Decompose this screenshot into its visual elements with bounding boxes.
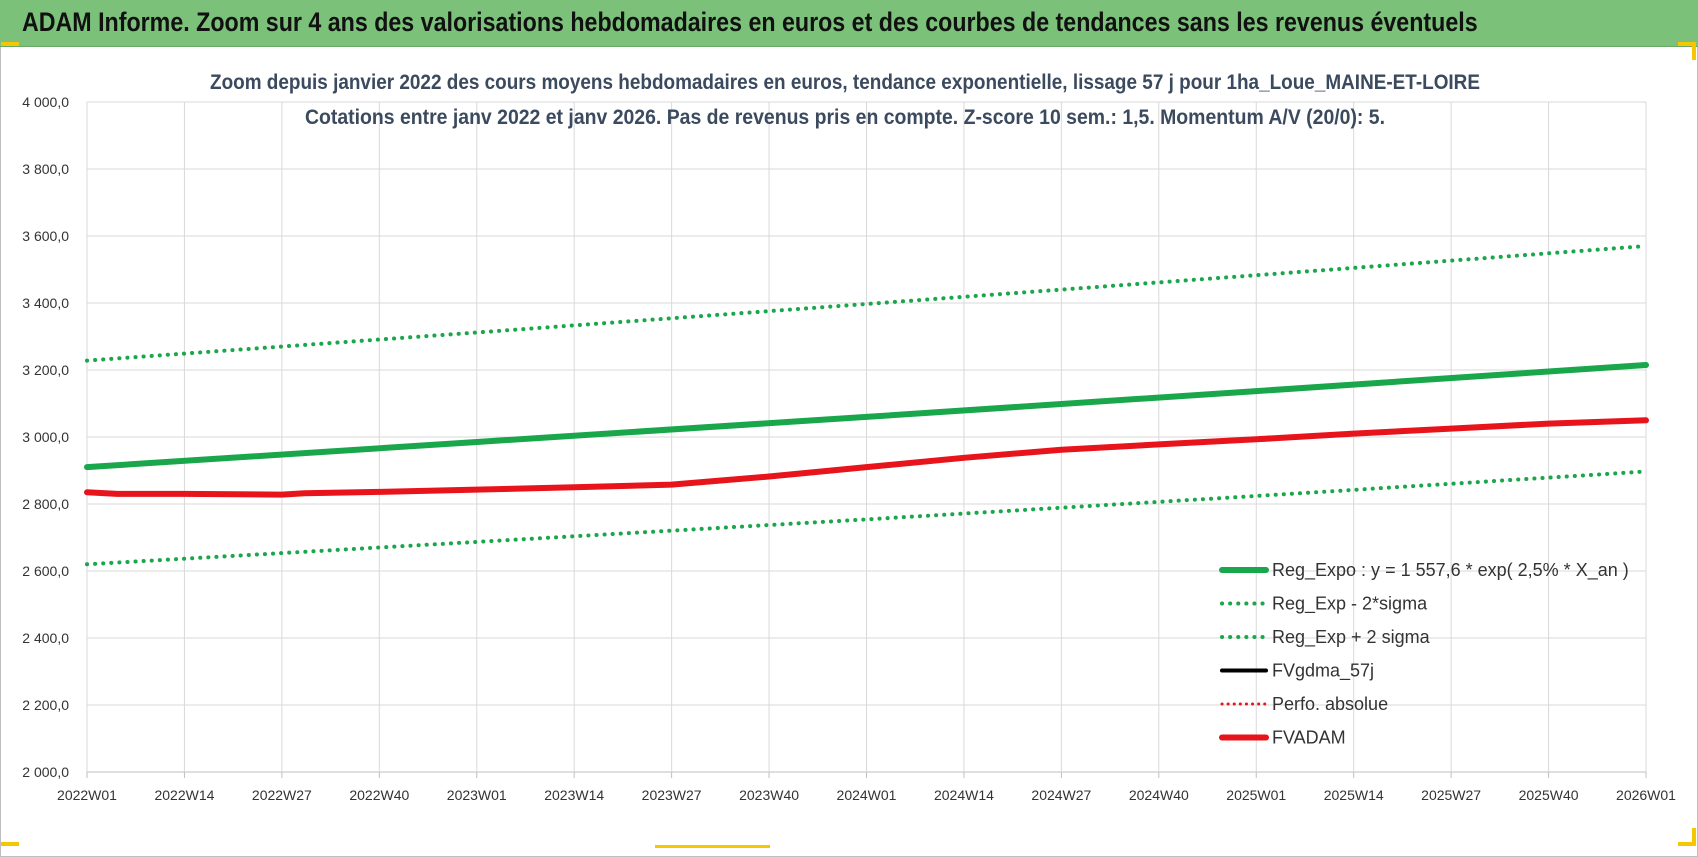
corner-marker <box>1678 842 1696 846</box>
header-banner: ADAM Informe. Zoom sur 4 ans des valoris… <box>0 0 1698 47</box>
legend-label: FVADAM <box>1272 728 1346 748</box>
x-tick-label: 2022W40 <box>349 787 409 803</box>
x-tick-label: 2024W01 <box>837 787 897 803</box>
x-tick-label: 2024W14 <box>934 787 994 803</box>
chart-title: Zoom depuis janvier 2022 des cours moyen… <box>210 71 1480 129</box>
chart-title-line-1: Zoom depuis janvier 2022 des cours moyen… <box>210 71 1480 94</box>
x-tick-label: 2024W27 <box>1031 787 1091 803</box>
series-line-0 <box>84 362 1649 471</box>
x-tick-label: 2022W01 <box>57 787 117 803</box>
corner-marker <box>655 845 770 848</box>
legend-label: Reg_Exp - 2*sigma <box>1272 594 1428 615</box>
series-line-1 <box>85 469 1648 567</box>
legend: Reg_Expo : y = 1 557,6 * exp( 2,5% * X_a… <box>1219 560 1629 748</box>
y-tick-label: 2 600,0 <box>22 563 69 579</box>
grid <box>86 101 1647 778</box>
y-tick-label: 2 200,0 <box>22 697 69 713</box>
series-line-5 <box>84 417 1649 498</box>
x-tick-label: 2022W27 <box>252 787 312 803</box>
y-tick-label: 2 800,0 <box>22 496 69 512</box>
corner-marker <box>1692 42 1696 60</box>
x-tick-label: 2025W14 <box>1324 787 1384 803</box>
corner-marker <box>1692 828 1696 846</box>
corner-marker <box>1678 42 1696 46</box>
x-tick-label: 2026W01 <box>1616 787 1676 803</box>
x-tick-label: 2023W40 <box>739 787 799 803</box>
legend-label: Reg_Expo : y = 1 557,6 * exp( 2,5% * X_a… <box>1272 560 1629 581</box>
y-tick-label: 3 800,0 <box>22 161 69 177</box>
x-tick-label: 2023W01 <box>447 787 507 803</box>
y-tick-label: 3 400,0 <box>22 295 69 311</box>
series-group <box>84 244 1649 567</box>
y-tick-label: 4 000,0 <box>22 94 69 110</box>
y-tick-label: 3 000,0 <box>22 429 69 445</box>
y-tick-label: 3 200,0 <box>22 362 69 378</box>
x-tick-label: 2025W40 <box>1519 787 1579 803</box>
corner-marker <box>1 842 19 846</box>
chart-title-line-2: Cotations entre janv 2022 et janv 2026. … <box>305 106 1385 129</box>
corner-marker <box>1 42 19 46</box>
x-tick-label: 2023W27 <box>642 787 702 803</box>
y-tick-label: 2 400,0 <box>22 630 69 646</box>
x-axis-ticks: 2022W01 2022W14 2022W27 2022W40 2023W01 2023W… <box>57 787 1676 803</box>
y-tick-label: 3 600,0 <box>22 228 69 244</box>
x-tick-label: 2022W14 <box>154 787 214 803</box>
y-tick-label: 2 000,0 <box>22 764 69 780</box>
banner-title: ADAM Informe. Zoom sur 4 ans des valoris… <box>22 7 1478 37</box>
x-tick-label: 2025W01 <box>1226 787 1286 803</box>
x-tick-label: 2024W40 <box>1129 787 1189 803</box>
x-tick-label: 2023W14 <box>544 787 604 803</box>
legend-label: Perfo. absolue <box>1272 694 1388 714</box>
legend-label: Reg_Exp + 2 sigma <box>1272 627 1431 648</box>
legend-label: FVgdma_57j <box>1272 661 1374 682</box>
x-tick-label: 2025W27 <box>1421 787 1481 803</box>
series-line-2 <box>85 244 1648 363</box>
y-axis-ticks: 4 000,0 3 800,0 3 600,0 3 400,0 3 200,0 3 000… <box>22 94 69 780</box>
